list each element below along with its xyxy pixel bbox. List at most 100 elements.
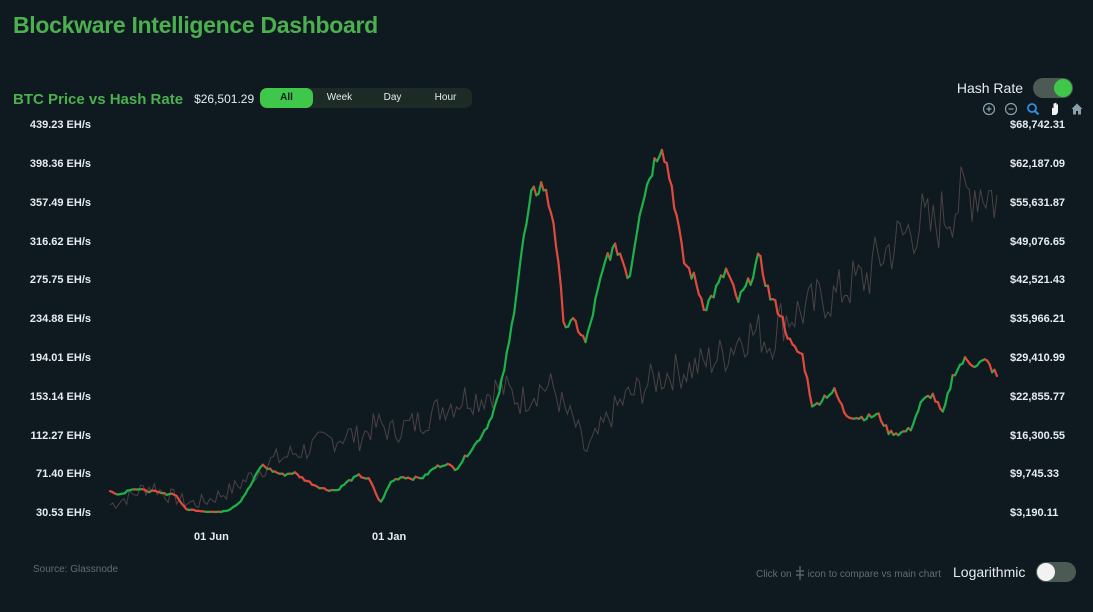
tab-all[interactable]: All (260, 88, 313, 108)
price-candle (754, 252, 760, 266)
price-candle (544, 188, 550, 207)
right-axis-tick: $9,745.33 (1010, 468, 1059, 480)
price-candle (559, 285, 565, 323)
price-candle (532, 185, 538, 197)
price-candle (643, 183, 649, 198)
price-candle (660, 148, 666, 163)
price-candle (517, 251, 523, 274)
price-candle (522, 223, 528, 237)
price-candle (673, 206, 678, 217)
price-candle (641, 194, 646, 207)
price-candle (931, 392, 937, 403)
price-candle (557, 261, 563, 288)
left-axis-tick: 316.62 EH/s (29, 236, 91, 248)
price-candle (547, 204, 553, 214)
price-candle (808, 393, 814, 408)
zoom-select-icon[interactable] (1022, 101, 1044, 117)
left-axis-tick: 112.27 EH/s (30, 430, 91, 442)
log-scale-control: Logarithmic (953, 562, 1077, 582)
price-candle (609, 246, 614, 261)
price-candle (675, 214, 681, 230)
tab-day[interactable]: Day (383, 92, 402, 103)
price-candle (372, 486, 378, 496)
tab-week[interactable]: Week (326, 92, 353, 103)
price-candle (591, 297, 597, 317)
price-candle (549, 211, 555, 225)
right-axis-tick: $68,742.31 (1010, 119, 1066, 131)
price-candle (806, 377, 811, 396)
price-candle (638, 204, 644, 217)
left-axis-tick: 194.01 EH/s (29, 352, 91, 364)
price-candle (751, 263, 757, 279)
x-axis-tick: 01 Jun (194, 531, 229, 543)
price-candle (586, 322, 592, 333)
hash-rate-line (109, 166, 998, 510)
tab-hour[interactable]: Hour (434, 92, 457, 103)
price-candle (678, 227, 683, 245)
hint-text-before: Click on (756, 569, 792, 580)
price-candle (695, 283, 701, 296)
price-candle (503, 351, 508, 372)
chart-toolbar (978, 101, 1088, 117)
price-candle (670, 185, 676, 210)
price-candle (949, 374, 954, 391)
price-candle (833, 387, 838, 397)
left-axis-tick: 275.75 EH/s (29, 274, 91, 286)
price-candle (705, 299, 710, 312)
zoom-out-icon[interactable] (1000, 101, 1022, 117)
price-candle (498, 377, 503, 394)
pan-hand-icon[interactable] (1044, 101, 1066, 117)
left-axis-tick: 234.88 EH/s (29, 313, 91, 325)
zoom-in-icon[interactable] (978, 101, 1000, 117)
home-reset-icon[interactable] (1066, 101, 1088, 117)
price-candle (801, 352, 806, 373)
chart-header: BTC Price vs Hash Rate $26,501.29 (13, 88, 254, 110)
right-axis-tick: $3,190.11 (1010, 507, 1059, 519)
price-candle (783, 329, 789, 340)
price-candle (700, 297, 705, 311)
hash-rate-toggle[interactable] (1033, 78, 1073, 98)
hash-rate-control: Hash Rate (957, 78, 1073, 98)
btc-price-series (108, 148, 999, 514)
price-candle (732, 283, 737, 296)
price-candle (993, 368, 999, 378)
log-scale-toggle[interactable] (1036, 562, 1077, 582)
price-candle (520, 234, 526, 254)
price-candle (596, 277, 602, 291)
price-candle (803, 370, 809, 380)
price-candle (917, 401, 922, 412)
price-candle (628, 260, 634, 277)
price-candle (515, 271, 521, 295)
right-axis-tick: $16,300.55 (1010, 430, 1066, 442)
compare-hint: Click on icon to compare vs main chart (756, 566, 941, 583)
right-axis-tick: $62,187.09 (1010, 158, 1066, 170)
price-candle (613, 242, 619, 256)
price-candle (668, 177, 673, 188)
log-scale-label: Logarithmic (953, 564, 1026, 580)
price-candle (552, 222, 558, 248)
price-candle (500, 369, 506, 380)
price-candle (988, 363, 994, 374)
price-candle (589, 314, 595, 325)
price-candle (936, 401, 942, 410)
price-candle (761, 273, 767, 287)
right-axis-tick: $42,521.43 (1010, 274, 1066, 286)
price-candle (495, 391, 501, 401)
price-candle (781, 315, 787, 333)
compare-icon (795, 566, 805, 583)
hash-rate-label: Hash Rate (956, 80, 1023, 96)
price-candle (574, 320, 580, 333)
chart-title: BTC Price vs Hash Rate (13, 90, 184, 108)
price-candle (527, 189, 533, 209)
current-price: $26,501.29 (194, 92, 255, 106)
left-axis-tick: 153.14 EH/s (29, 391, 91, 403)
price-candle (554, 245, 560, 264)
hash-rate-series (109, 166, 998, 510)
hint-text-after: icon to compare vs main chart (807, 569, 941, 580)
right-axis-tick: $55,631.87 (1010, 197, 1066, 209)
price-candle (692, 271, 698, 286)
price-candle (749, 276, 755, 286)
price-candle (650, 157, 656, 177)
right-axis-tick: $29,410.99 (1010, 352, 1066, 364)
